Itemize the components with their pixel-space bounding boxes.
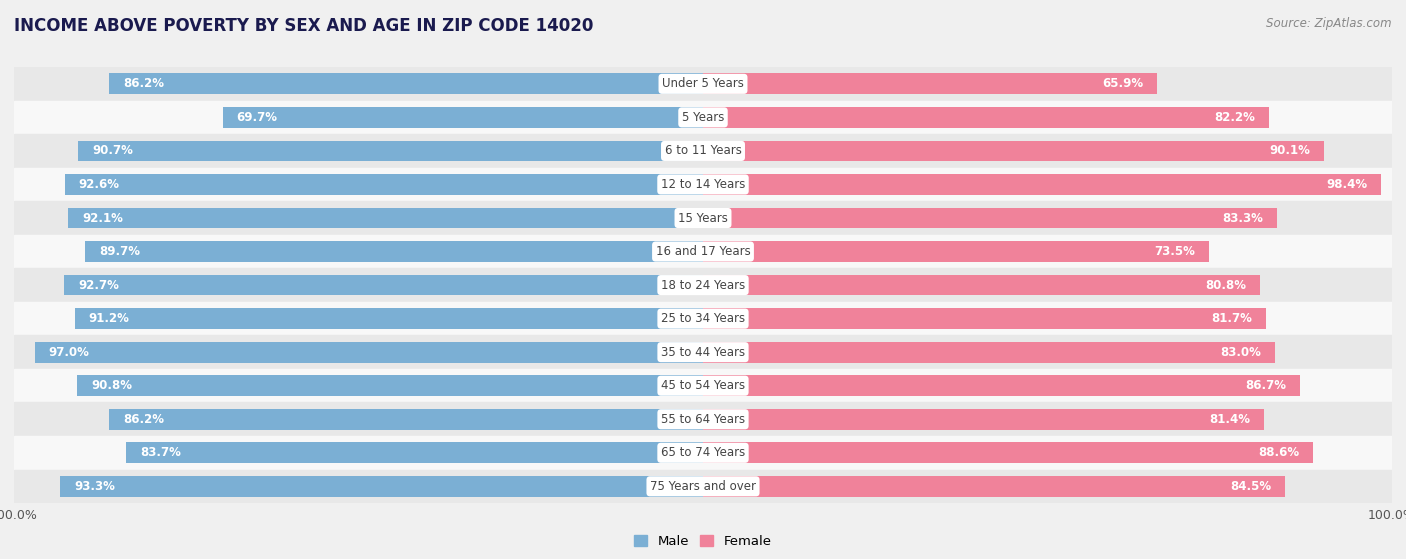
Text: 55 to 64 Years: 55 to 64 Years [661,413,745,426]
Text: 86.2%: 86.2% [122,413,165,426]
Bar [14,134,1392,168]
Text: 89.7%: 89.7% [98,245,139,258]
Bar [14,436,1392,470]
Bar [65,174,703,195]
Bar [60,476,703,497]
Text: 69.7%: 69.7% [236,111,277,124]
Text: 25 to 34 Years: 25 to 34 Years [661,312,745,325]
Bar [69,207,703,229]
Text: 82.2%: 82.2% [1215,111,1256,124]
Bar [14,335,1392,369]
Text: Source: ZipAtlas.com: Source: ZipAtlas.com [1267,17,1392,30]
Bar [14,67,1392,101]
Bar [703,174,1381,195]
Bar [35,342,703,363]
Text: 90.7%: 90.7% [91,144,132,158]
Text: 97.0%: 97.0% [48,345,90,359]
Text: 16 and 17 Years: 16 and 17 Years [655,245,751,258]
Text: INCOME ABOVE POVERTY BY SEX AND AGE IN ZIP CODE 14020: INCOME ABOVE POVERTY BY SEX AND AGE IN Z… [14,17,593,35]
Bar [127,442,703,463]
Bar [703,241,1209,262]
Bar [14,470,1392,503]
Text: 90.8%: 90.8% [91,379,132,392]
Bar [14,235,1392,268]
Text: 45 to 54 Years: 45 to 54 Years [661,379,745,392]
Bar [14,302,1392,335]
Bar [222,107,703,128]
Text: 92.6%: 92.6% [79,178,120,191]
Bar [110,409,703,430]
Bar [65,274,703,296]
Text: 88.6%: 88.6% [1258,446,1299,459]
Bar [14,168,1392,201]
Text: 83.7%: 83.7% [141,446,181,459]
Text: 73.5%: 73.5% [1154,245,1195,258]
Bar [703,107,1270,128]
Text: 65 to 74 Years: 65 to 74 Years [661,446,745,459]
Bar [14,369,1392,402]
Bar [703,476,1285,497]
Bar [14,268,1392,302]
Bar [703,442,1313,463]
Text: 91.2%: 91.2% [89,312,129,325]
Text: 92.1%: 92.1% [83,211,124,225]
Bar [703,73,1157,94]
Text: 80.8%: 80.8% [1205,278,1246,292]
Text: 75 Years and over: 75 Years and over [650,480,756,493]
Bar [14,201,1392,235]
Text: 86.7%: 86.7% [1246,379,1286,392]
Text: 92.7%: 92.7% [79,278,120,292]
Text: 18 to 24 Years: 18 to 24 Years [661,278,745,292]
Bar [77,375,703,396]
Bar [703,375,1301,396]
Bar [703,274,1260,296]
Bar [703,140,1323,162]
Text: 93.3%: 93.3% [75,480,115,493]
Bar [84,241,703,262]
Bar [703,409,1264,430]
Bar [703,207,1277,229]
Text: 35 to 44 Years: 35 to 44 Years [661,345,745,359]
Bar [703,342,1275,363]
Bar [75,308,703,329]
Text: 90.1%: 90.1% [1270,144,1310,158]
Text: 86.2%: 86.2% [122,77,165,91]
Text: 81.7%: 81.7% [1211,312,1253,325]
Bar [703,308,1265,329]
Text: Under 5 Years: Under 5 Years [662,77,744,91]
Text: 65.9%: 65.9% [1102,77,1143,91]
Bar [79,140,703,162]
Text: 15 Years: 15 Years [678,211,728,225]
Text: 5 Years: 5 Years [682,111,724,124]
Text: 83.3%: 83.3% [1222,211,1263,225]
Text: 6 to 11 Years: 6 to 11 Years [665,144,741,158]
Bar [14,101,1392,134]
Text: 81.4%: 81.4% [1209,413,1250,426]
Text: 12 to 14 Years: 12 to 14 Years [661,178,745,191]
Bar [110,73,703,94]
Text: 98.4%: 98.4% [1326,178,1367,191]
Text: 84.5%: 84.5% [1230,480,1271,493]
Bar [14,402,1392,436]
Text: 83.0%: 83.0% [1220,345,1261,359]
Legend: Male, Female: Male, Female [628,529,778,553]
